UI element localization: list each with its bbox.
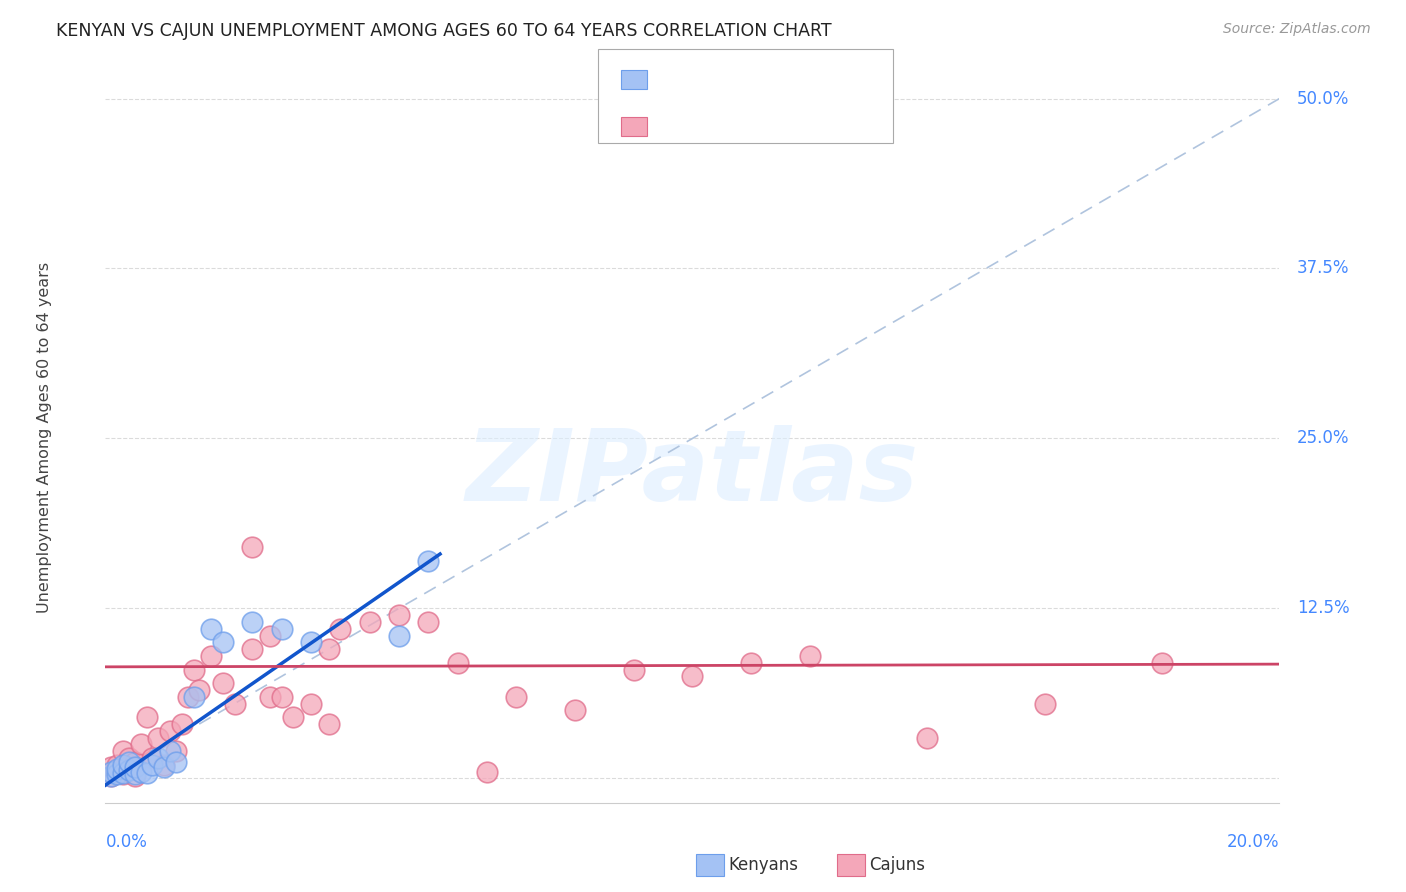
Point xyxy=(388,629,411,643)
Text: 50.0%: 50.0% xyxy=(1298,89,1350,108)
Text: 12.5%: 12.5% xyxy=(1298,599,1350,617)
Point xyxy=(165,744,187,758)
Point xyxy=(623,663,645,677)
Point xyxy=(105,757,128,772)
Point xyxy=(446,656,468,670)
Point xyxy=(153,757,176,772)
Point xyxy=(259,629,281,643)
Point xyxy=(148,751,170,765)
Text: Unemployment Among Ages 60 to 64 years: Unemployment Among Ages 60 to 64 years xyxy=(37,261,52,613)
Point xyxy=(112,765,135,780)
Point xyxy=(329,622,352,636)
Point xyxy=(183,690,205,704)
Point xyxy=(135,765,157,780)
Point xyxy=(118,763,141,777)
Point xyxy=(359,615,381,629)
Point xyxy=(299,635,322,649)
Point xyxy=(183,663,205,677)
Point xyxy=(105,762,128,776)
Text: N =: N = xyxy=(749,118,786,136)
Text: 0.005: 0.005 xyxy=(693,118,745,136)
Point xyxy=(799,648,821,663)
Point xyxy=(418,615,440,629)
Point xyxy=(124,767,146,781)
Point xyxy=(124,755,146,769)
Text: KENYAN VS CAJUN UNEMPLOYMENT AMONG AGES 60 TO 64 YEARS CORRELATION CHART: KENYAN VS CAJUN UNEMPLOYMENT AMONG AGES … xyxy=(56,22,832,40)
Point xyxy=(105,767,128,781)
Point xyxy=(1150,656,1173,670)
Text: 20.0%: 20.0% xyxy=(1227,833,1279,851)
Point xyxy=(283,710,305,724)
Text: Kenyans: Kenyans xyxy=(728,856,799,874)
Point xyxy=(564,703,586,717)
Point xyxy=(112,757,135,772)
Point xyxy=(141,751,163,765)
Point xyxy=(211,635,233,649)
Point xyxy=(318,642,340,657)
Point xyxy=(200,622,222,636)
Text: ZIPatlas: ZIPatlas xyxy=(465,425,920,522)
Point xyxy=(188,682,211,697)
Point xyxy=(505,690,527,704)
Text: 25.0%: 25.0% xyxy=(1298,429,1350,448)
Point xyxy=(418,554,440,568)
Point xyxy=(129,764,152,779)
Point xyxy=(299,697,322,711)
Point xyxy=(129,737,152,751)
Point xyxy=(148,731,170,745)
Point xyxy=(141,757,163,772)
Point xyxy=(118,751,141,765)
Point xyxy=(118,760,141,774)
Point xyxy=(200,648,222,663)
Point xyxy=(1033,697,1056,711)
Point xyxy=(682,669,704,683)
Point xyxy=(100,764,122,779)
Point xyxy=(124,769,146,783)
Point xyxy=(211,676,233,690)
Point xyxy=(240,540,263,554)
Text: Cajuns: Cajuns xyxy=(869,856,925,874)
Text: N =: N = xyxy=(749,70,786,88)
Point xyxy=(224,697,246,711)
Point xyxy=(475,764,498,779)
Text: 0.0%: 0.0% xyxy=(105,833,148,851)
Point xyxy=(135,710,157,724)
Point xyxy=(118,755,141,769)
Point xyxy=(112,767,135,781)
Point xyxy=(388,608,411,623)
Point xyxy=(112,744,135,758)
Point xyxy=(270,690,292,704)
Point xyxy=(159,723,181,738)
Point xyxy=(170,717,193,731)
Point xyxy=(100,769,122,783)
Point xyxy=(100,769,122,783)
Point xyxy=(740,656,762,670)
Point xyxy=(124,760,146,774)
Point xyxy=(100,760,122,774)
Point xyxy=(917,731,939,745)
Text: R =: R = xyxy=(654,70,690,88)
Point xyxy=(270,622,292,636)
Text: 37.5%: 37.5% xyxy=(1298,260,1350,277)
Point xyxy=(153,760,176,774)
Point xyxy=(176,690,198,704)
Point xyxy=(259,690,281,704)
Text: 0.410: 0.410 xyxy=(693,70,745,88)
Point xyxy=(159,744,181,758)
Point xyxy=(240,642,263,657)
Point xyxy=(318,717,340,731)
Point xyxy=(105,764,128,779)
Text: 48: 48 xyxy=(785,118,807,136)
Text: Source: ZipAtlas.com: Source: ZipAtlas.com xyxy=(1223,22,1371,37)
Point xyxy=(240,615,263,629)
Text: 25: 25 xyxy=(785,70,807,88)
Text: R =: R = xyxy=(654,118,690,136)
Point xyxy=(165,755,187,769)
